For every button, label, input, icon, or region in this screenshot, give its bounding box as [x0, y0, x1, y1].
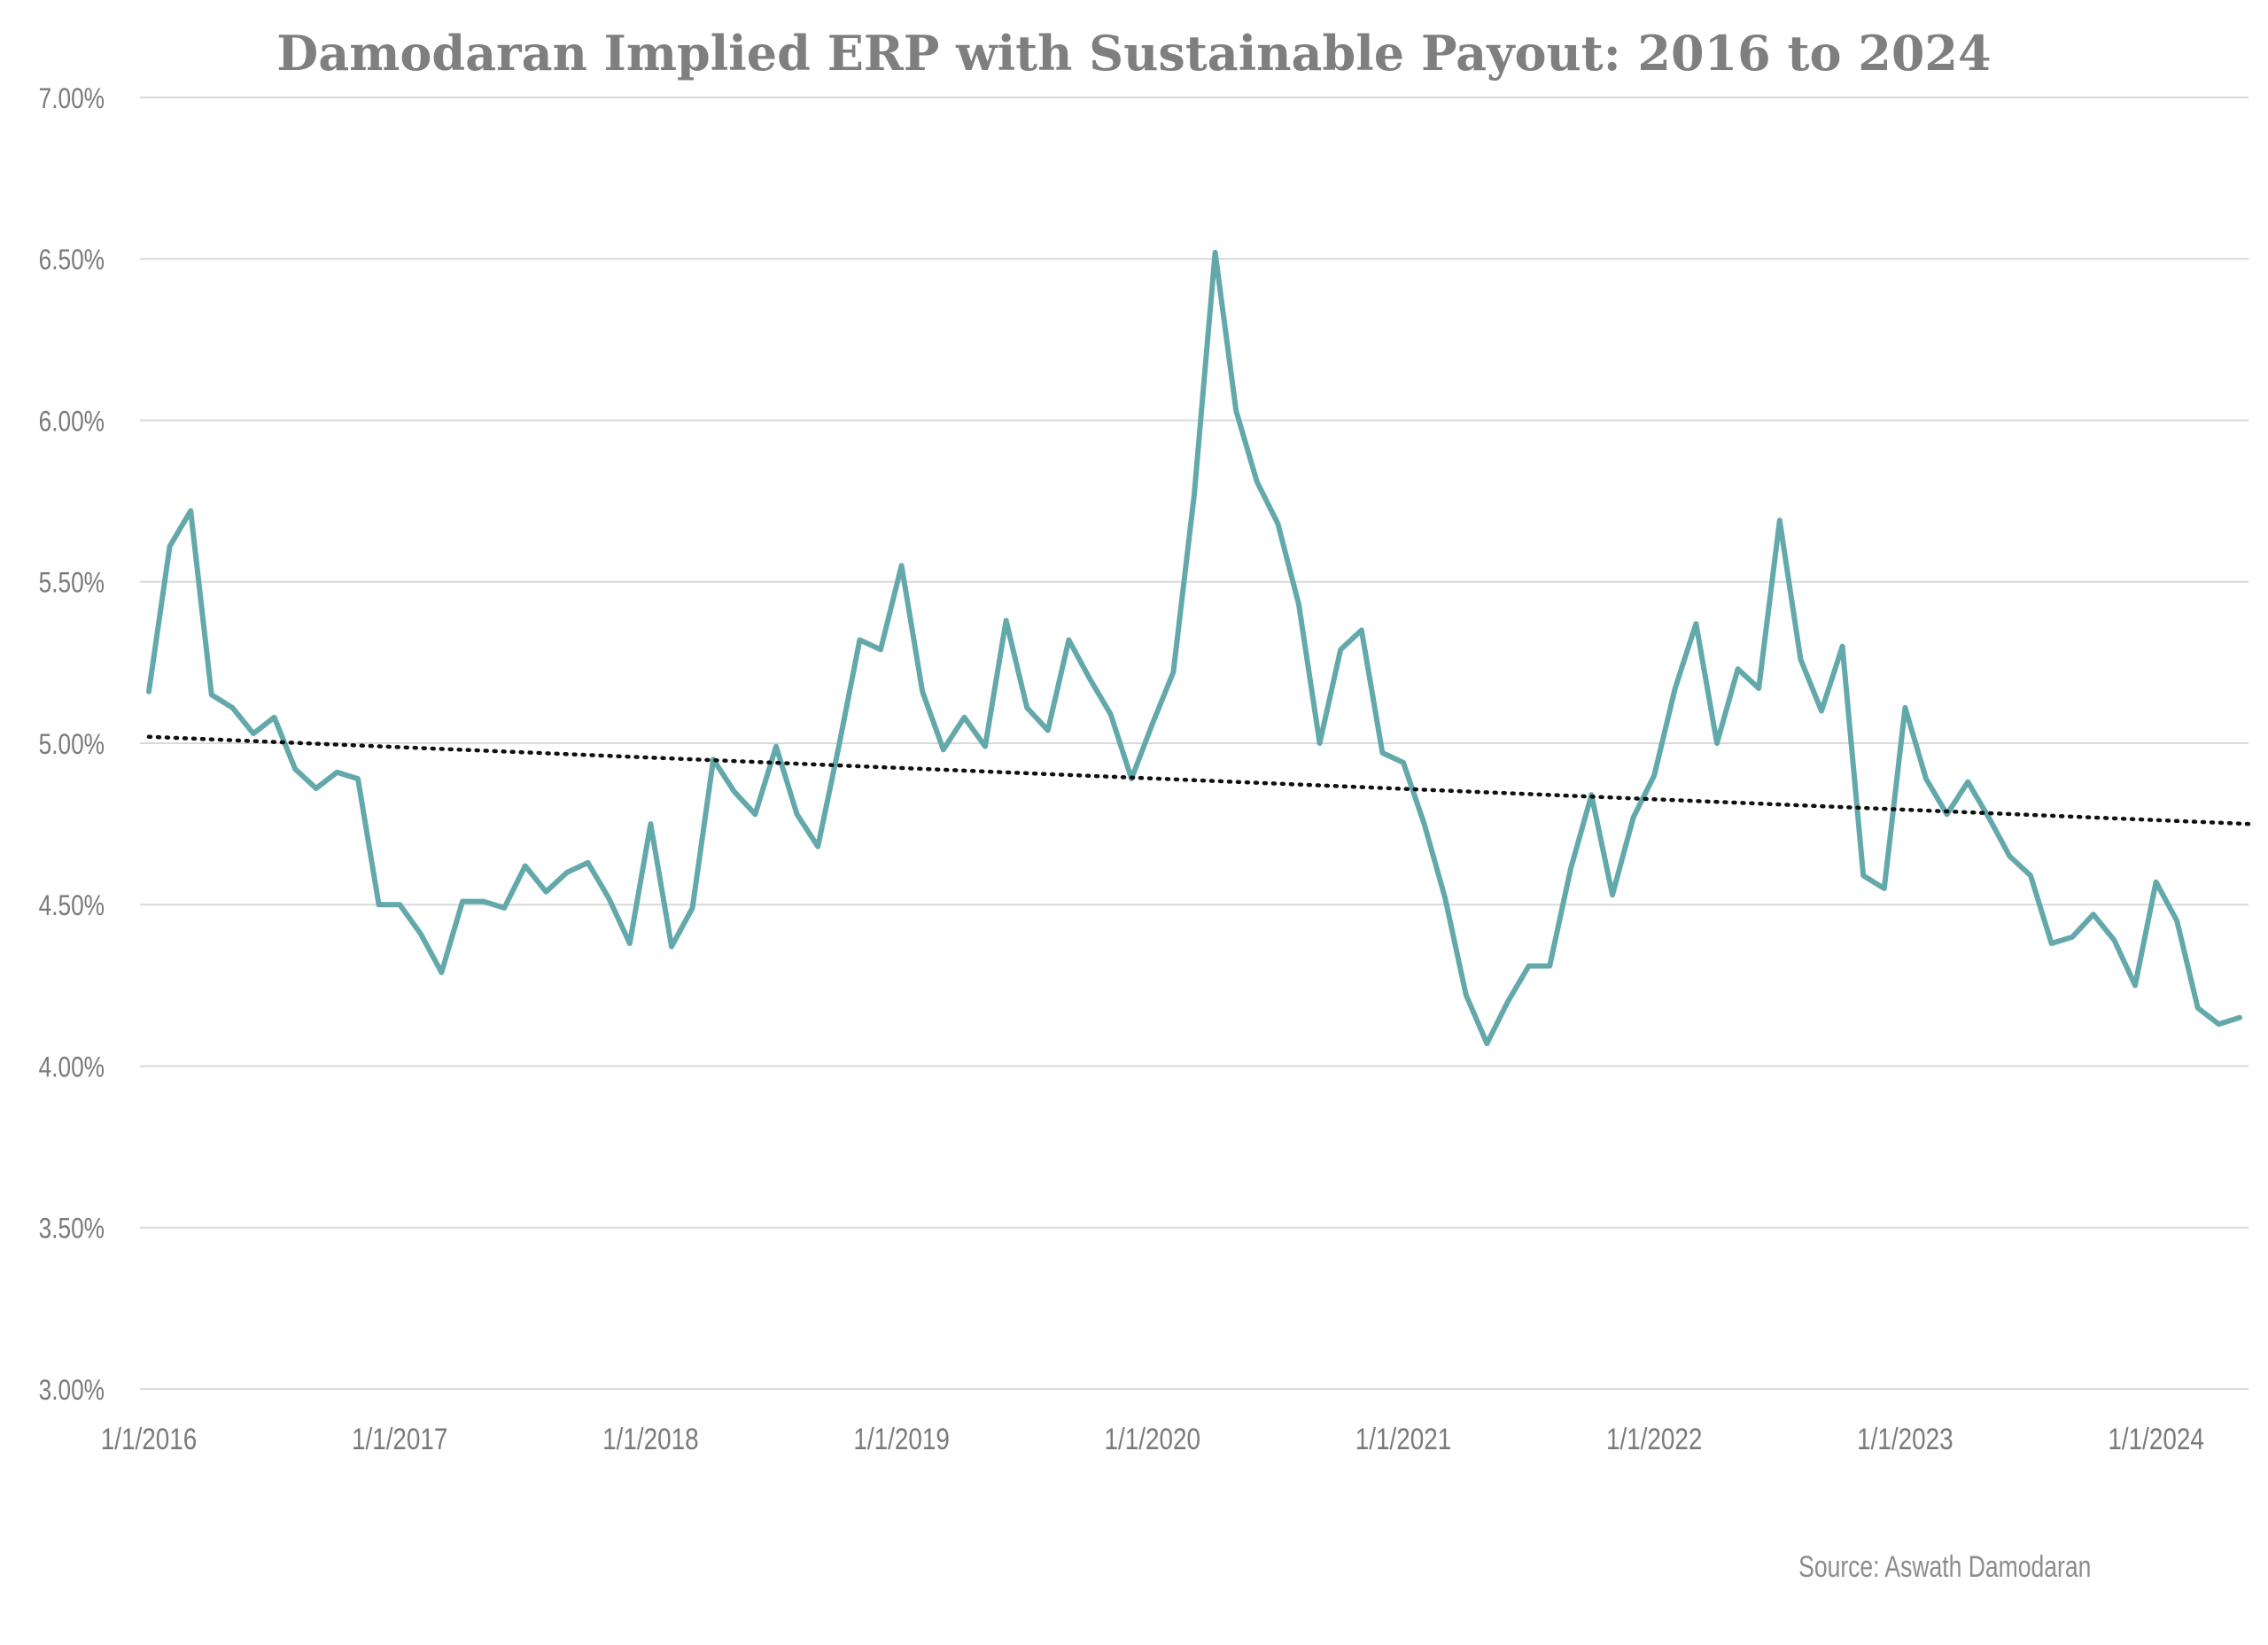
y-tick-label: 4.50%: [39, 891, 105, 922]
source-note: Source: Aswath Damodaran: [1798, 1550, 2091, 1584]
x-tick-label: 1/1/2023: [1857, 1422, 1953, 1455]
y-tick-label: 6.50%: [39, 245, 105, 276]
y-tick-label: 4.00%: [39, 1052, 105, 1083]
y-tick-label: 5.50%: [39, 568, 105, 599]
x-tick-label: 1/1/2024: [2108, 1422, 2203, 1455]
series-line-erp: [146, 250, 2242, 1046]
x-tick-label: 1/1/2017: [352, 1422, 447, 1455]
x-tick-label: 1/1/2019: [853, 1422, 949, 1455]
x-tick-label: 1/1/2021: [1355, 1422, 1451, 1455]
y-tick-label: 3.00%: [39, 1376, 105, 1407]
y-tick-label: 7.00%: [39, 84, 105, 115]
x-tick-label: 1/1/2018: [602, 1422, 698, 1455]
chart-title: Damodaran Implied ERP with Sustainable P…: [276, 25, 1992, 81]
y-tick-label: 3.50%: [39, 1214, 105, 1245]
x-tick-label: 1/1/2016: [101, 1422, 197, 1455]
y-tick-label: 5.00%: [39, 730, 105, 761]
trend-line: [146, 734, 2251, 826]
x-tick-label: 1/1/2020: [1105, 1422, 1200, 1455]
y-tick-label: 6.00%: [39, 407, 105, 438]
x-tick-label: 1/1/2022: [1606, 1422, 1702, 1455]
